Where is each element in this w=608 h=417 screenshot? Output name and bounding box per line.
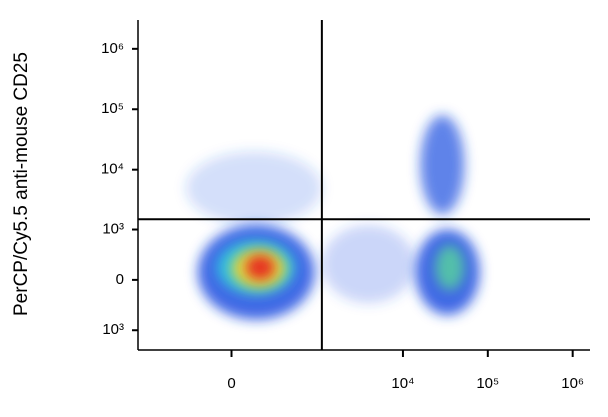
population-density <box>435 244 465 291</box>
y-axis-label: PerCP/Cy5.5 anti-mouse CD25 <box>11 52 32 316</box>
y-tick-label: 10⁴ <box>101 161 124 178</box>
y-tick-label: 0 <box>116 271 124 288</box>
population-density <box>245 254 275 280</box>
y-tick-label: 10³ <box>102 321 124 338</box>
y-tick-label: 10⁵ <box>101 100 124 117</box>
y-tick-label: 10⁶ <box>101 40 124 57</box>
x-tick-label: 10⁴ <box>391 375 414 392</box>
x-tick-label: 10⁶ <box>561 375 584 392</box>
y-tick-label: 10³ <box>102 220 124 237</box>
x-tick-label: 10⁵ <box>476 375 499 392</box>
population-density <box>321 224 416 304</box>
population-density <box>186 151 322 225</box>
x-tick-label: 0 <box>227 375 235 392</box>
population-density <box>420 115 465 215</box>
